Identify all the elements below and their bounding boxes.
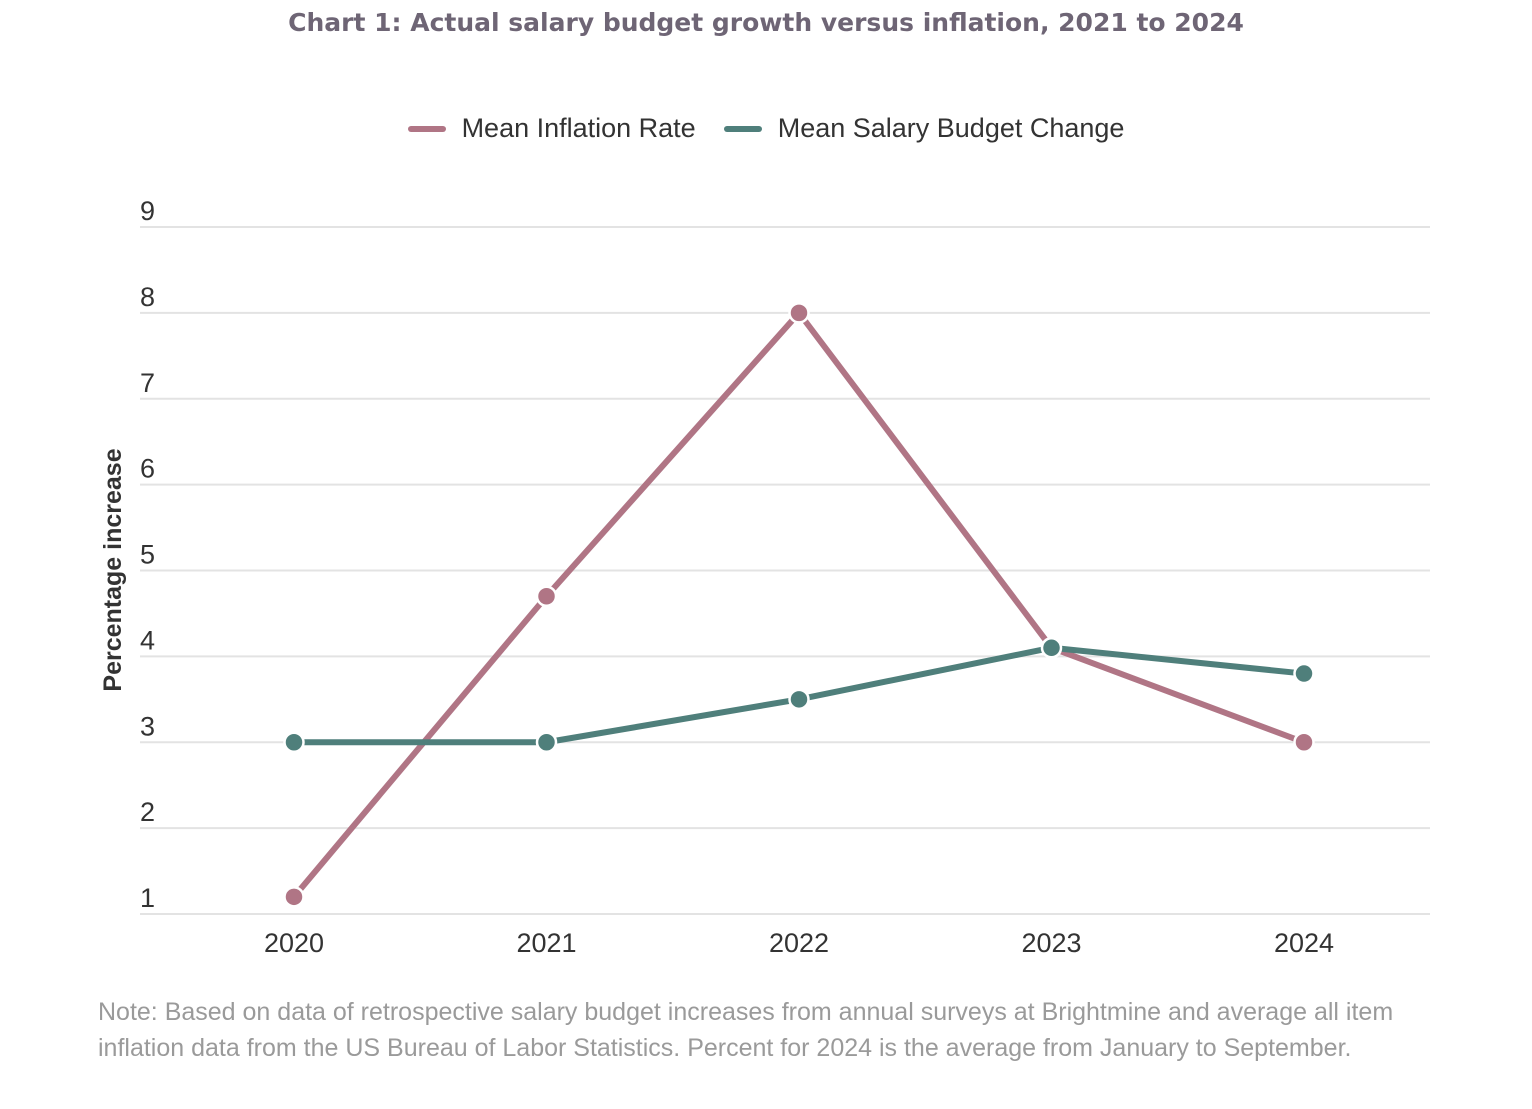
chart-note: Note: Based on data of retrospective sal…	[98, 998, 1394, 1062]
x-tick-label: 2021	[516, 928, 576, 958]
x-tick-label: 2020	[264, 928, 324, 958]
data-point[interactable]	[535, 585, 558, 608]
data-point[interactable]	[535, 731, 558, 753]
legend-swatch-salary	[723, 125, 762, 132]
y-tick-label: 2	[140, 797, 155, 827]
line-chart: 1 2 3 4 5 6 7 8 9 2020 2021 2022 2023 2024 Percentag…	[99, 196, 1430, 958]
y-axis-label: Percentage increase	[99, 448, 127, 691]
series-layer	[283, 302, 1315, 908]
y-tick-labels: 1 2 3 4 5 6 7 8 9	[140, 196, 155, 913]
legend-item-salary: Mean Salary Budget Change	[723, 113, 1125, 144]
y-tick-label: 7	[140, 368, 155, 398]
data-point[interactable]	[1293, 731, 1315, 753]
y-tick-label: 3	[140, 711, 155, 741]
y-tick-label: 9	[140, 196, 155, 226]
data-point[interactable]	[283, 886, 305, 908]
legend: Mean Inflation Rate Mean Salary Budget C…	[0, 113, 1532, 144]
chart-title: Chart 1: Actual salary budget growth ver…	[288, 8, 1244, 37]
data-point[interactable]	[788, 302, 810, 324]
grid-layer	[140, 226, 1430, 915]
legend-item-inflation: Mean Inflation Rate	[407, 113, 696, 144]
y-tick-label: 6	[140, 454, 155, 484]
x-tick-label: 2024	[1274, 928, 1334, 958]
x-tick-label: 2022	[769, 928, 829, 958]
data-point[interactable]	[788, 688, 810, 711]
series-salary	[283, 637, 1315, 753]
data-point[interactable]	[283, 731, 305, 753]
y-tick-label: 1	[140, 883, 155, 913]
series-line	[291, 309, 1307, 900]
y-tick-label: 5	[140, 540, 155, 570]
data-point[interactable]	[1040, 637, 1063, 659]
legend-swatch-inflation	[407, 125, 446, 132]
x-tick-labels: 2020 2021 2022 2023 2024	[264, 928, 1334, 958]
legend-label-salary: Mean Salary Budget Change	[777, 113, 1125, 143]
legend-label-inflation: Mean Inflation Rate	[461, 113, 696, 143]
series-inflation	[283, 302, 1315, 908]
y-tick-label: 4	[140, 625, 155, 655]
y-tick-label: 8	[140, 282, 155, 312]
x-tick-label: 2023	[1021, 928, 1081, 958]
data-point[interactable]	[1293, 662, 1315, 685]
